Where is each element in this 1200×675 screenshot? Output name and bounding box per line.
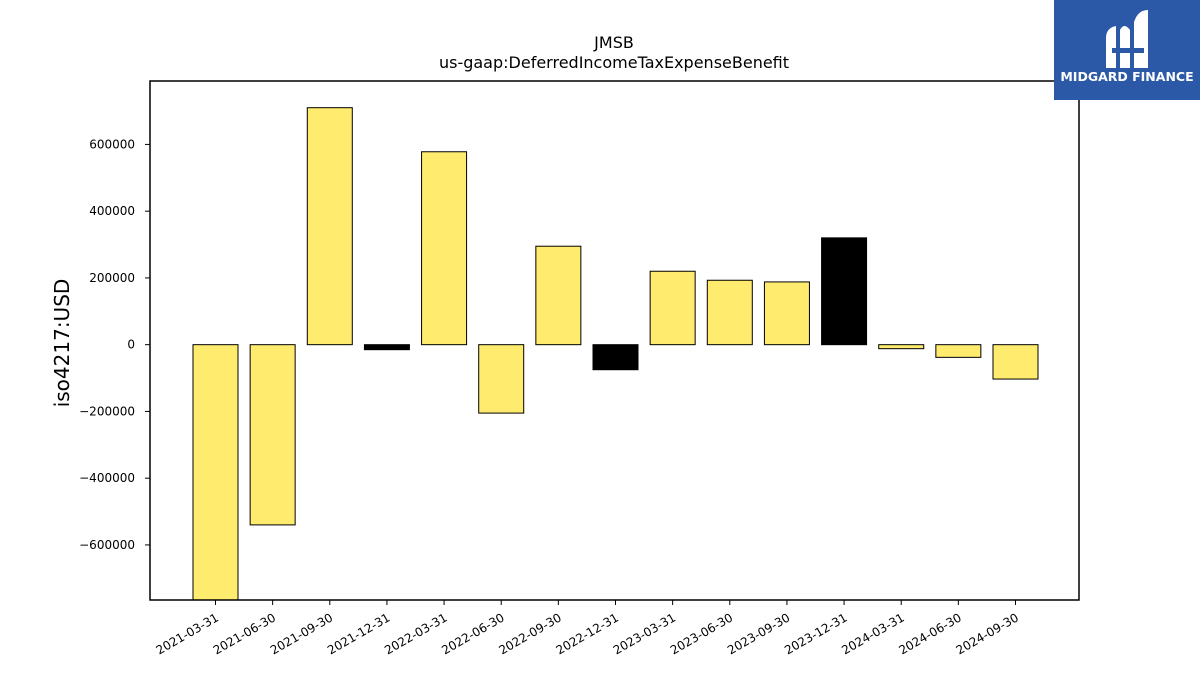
x-tick-label: 2021-06-30 bbox=[211, 610, 278, 657]
y-tick-label: −600000 bbox=[79, 538, 135, 552]
x-tick-label: 2022-09-30 bbox=[496, 610, 563, 657]
bar-2024-06-30 bbox=[935, 344, 982, 358]
x-tick-label: 2021-12-31 bbox=[325, 610, 392, 657]
chart-subtitle: us-gaap:DeferredIncomeTaxExpenseBenefit bbox=[439, 53, 789, 72]
y-tick-label: 200000 bbox=[89, 271, 135, 285]
bar-2022-12-31 bbox=[592, 344, 639, 371]
x-tick-label: 2024-06-30 bbox=[896, 610, 963, 657]
x-tick-label: 2021-09-30 bbox=[268, 610, 335, 657]
bar-2023-06-30 bbox=[706, 279, 753, 346]
bar-2024-03-31 bbox=[878, 344, 925, 350]
x-tick-label: 2024-09-30 bbox=[954, 610, 1021, 657]
x-tick-label: 2023-12-31 bbox=[782, 610, 849, 657]
x-tick-label: 2022-12-31 bbox=[554, 610, 621, 657]
bar-2021-03-31 bbox=[192, 344, 239, 601]
bar-2022-09-30 bbox=[535, 245, 582, 346]
bar-2024-09-30 bbox=[992, 344, 1039, 380]
x-tick-label: 2022-03-31 bbox=[382, 610, 449, 657]
bar-2022-06-30 bbox=[478, 344, 525, 414]
x-tick-label: 2023-06-30 bbox=[668, 610, 735, 657]
bars-group bbox=[192, 107, 1039, 601]
y-tick-label: −400000 bbox=[79, 471, 135, 485]
chart-title: JMSB bbox=[593, 33, 634, 52]
y-tick-label: 600000 bbox=[89, 137, 135, 151]
x-tick-label: 2021-03-31 bbox=[154, 610, 221, 657]
y-axis-label: iso4217:USD bbox=[50, 279, 74, 408]
y-tick-label: −200000 bbox=[79, 404, 135, 418]
y-tick-label: 0 bbox=[127, 338, 135, 352]
bar-2023-03-31 bbox=[649, 270, 696, 346]
logo-text: MIDGARD FINANCE bbox=[1060, 69, 1194, 84]
y-tick-label: 400000 bbox=[89, 204, 135, 218]
plot-frame bbox=[149, 80, 1080, 601]
bar-2022-03-31 bbox=[421, 151, 468, 346]
midgard-finance-logo: MIDGARD FINANCE bbox=[1054, 0, 1200, 100]
bar-2021-06-30 bbox=[249, 344, 296, 526]
x-tick-label: 2023-03-31 bbox=[611, 610, 678, 657]
x-axis-ticks: 2021-03-312021-06-302021-09-302021-12-31… bbox=[154, 600, 1021, 657]
y-axis-ticks: −600000 −400000 −200000 0 200000 400000 600000 bbox=[79, 137, 150, 552]
x-tick-label: 2024-03-31 bbox=[839, 610, 906, 657]
bar-2023-09-30 bbox=[763, 281, 810, 346]
x-tick-label: 2022-06-30 bbox=[439, 610, 506, 657]
midgard-m-icon bbox=[1106, 10, 1148, 68]
bar-2021-12-31 bbox=[363, 344, 410, 351]
bar-2023-12-31 bbox=[821, 237, 868, 346]
x-tick-label: 2023-09-30 bbox=[725, 610, 792, 657]
bar-2021-09-30 bbox=[306, 107, 353, 346]
